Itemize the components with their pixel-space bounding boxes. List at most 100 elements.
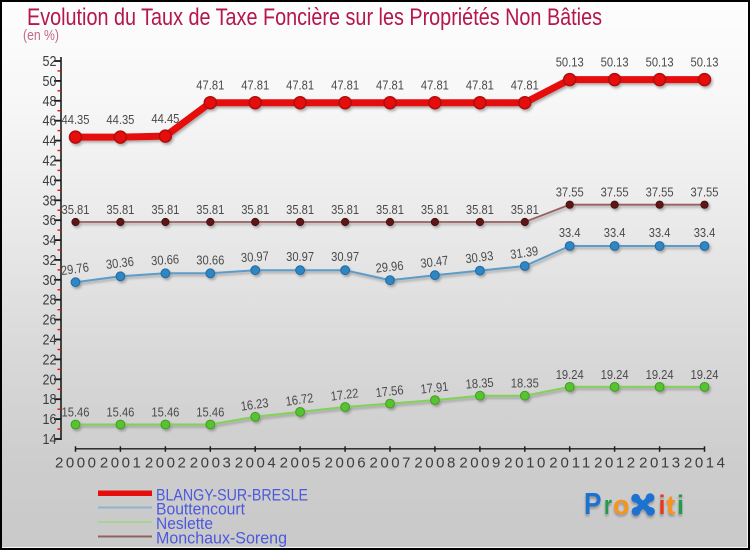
svg-text:26: 26 (43, 313, 57, 329)
svg-text:2010: 2010 (504, 455, 545, 472)
svg-text:35.81: 35.81 (151, 202, 179, 217)
svg-text:30.97: 30.97 (286, 249, 314, 264)
svg-text:44.35: 44.35 (62, 112, 90, 127)
svg-text:22: 22 (43, 352, 57, 368)
svg-text:33.4: 33.4 (559, 225, 581, 240)
svg-text:2007: 2007 (370, 455, 411, 472)
svg-text:15.46: 15.46 (106, 405, 134, 420)
svg-text:29.96: 29.96 (375, 258, 404, 276)
svg-text:i: i (659, 490, 666, 520)
svg-text:Evolution du Taux de Taxe Fonc: Evolution du Taux de Taxe Foncière sur l… (27, 4, 602, 31)
svg-text:50.13: 50.13 (556, 55, 584, 70)
svg-text:36: 36 (43, 213, 57, 229)
svg-text:35.81: 35.81 (466, 202, 494, 217)
svg-text:35.81: 35.81 (62, 202, 90, 217)
svg-text:2003: 2003 (190, 455, 231, 472)
svg-text:30.66: 30.66 (151, 251, 180, 268)
svg-text:2002: 2002 (145, 455, 186, 472)
svg-text:47.81: 47.81 (286, 78, 314, 93)
svg-text:t: t (666, 490, 676, 520)
svg-text:2004: 2004 (235, 455, 276, 472)
svg-text:44: 44 (43, 134, 57, 150)
svg-text:37.55: 37.55 (646, 185, 674, 200)
svg-text:47.81: 47.81 (376, 78, 404, 93)
svg-text:37.55: 37.55 (691, 185, 719, 200)
svg-text:19.24: 19.24 (691, 367, 719, 382)
svg-text:Neslette: Neslette (156, 514, 213, 533)
svg-text:18.35: 18.35 (465, 375, 494, 392)
svg-text:47.81: 47.81 (196, 78, 224, 93)
svg-text:46: 46 (43, 114, 57, 130)
svg-text:2008: 2008 (414, 455, 455, 472)
svg-text:35.81: 35.81 (106, 202, 134, 217)
svg-text:47.81: 47.81 (241, 78, 269, 93)
svg-text:2009: 2009 (459, 455, 500, 472)
svg-text:35.81: 35.81 (196, 202, 224, 217)
svg-text:47.81: 47.81 (421, 78, 449, 93)
svg-text:33.4: 33.4 (649, 225, 671, 240)
svg-text:17.56: 17.56 (375, 382, 404, 400)
svg-text:33.4: 33.4 (604, 225, 626, 240)
svg-text:28: 28 (43, 293, 57, 309)
svg-text:47.81: 47.81 (511, 78, 539, 93)
svg-text:BLANGY-SUR-BRESLE: BLANGY-SUR-BRESLE (156, 486, 308, 505)
svg-text:30.47: 30.47 (420, 253, 450, 271)
svg-text:44.45: 44.45 (151, 111, 179, 126)
svg-text:15.46: 15.46 (196, 405, 224, 420)
svg-text:35.81: 35.81 (241, 202, 269, 217)
svg-text:P: P (584, 486, 602, 521)
svg-text:18.35: 18.35 (511, 376, 539, 391)
svg-text:35.81: 35.81 (511, 202, 539, 217)
svg-text:31.39: 31.39 (509, 243, 539, 262)
svg-text:50.13: 50.13 (646, 55, 674, 70)
svg-text:20: 20 (43, 372, 57, 388)
svg-text:30: 30 (43, 273, 57, 289)
svg-text:35.81: 35.81 (376, 202, 404, 217)
svg-text:17.22: 17.22 (330, 385, 360, 403)
svg-text:32: 32 (43, 253, 57, 269)
svg-text:37.55: 37.55 (556, 185, 584, 200)
svg-text:52: 52 (43, 54, 57, 70)
svg-text:19.24: 19.24 (646, 367, 674, 382)
svg-text:2005: 2005 (280, 455, 321, 472)
svg-text:2013: 2013 (639, 455, 680, 472)
svg-text:15.46: 15.46 (151, 405, 179, 420)
svg-text:r: r (604, 490, 612, 520)
svg-text:24: 24 (43, 333, 57, 349)
svg-text:30.66: 30.66 (196, 252, 224, 267)
svg-text:18: 18 (43, 392, 57, 408)
svg-text:16.72: 16.72 (285, 390, 315, 409)
svg-text:2011: 2011 (549, 455, 590, 472)
svg-text:30.36: 30.36 (105, 254, 135, 272)
svg-text:38: 38 (43, 193, 57, 209)
svg-text:2012: 2012 (594, 455, 635, 472)
svg-text:50.13: 50.13 (601, 55, 629, 70)
svg-text:14: 14 (43, 432, 57, 448)
svg-text:Bouttencourt: Bouttencourt (156, 500, 245, 519)
svg-text:35.81: 35.81 (286, 202, 314, 217)
svg-text:47.81: 47.81 (331, 78, 359, 93)
svg-text:35.81: 35.81 (331, 202, 359, 217)
svg-text:30.93: 30.93 (465, 248, 495, 266)
svg-text:33.4: 33.4 (694, 225, 716, 240)
svg-text:o: o (613, 490, 630, 520)
svg-text:17.91: 17.91 (420, 379, 449, 397)
svg-text:47.81: 47.81 (466, 78, 494, 93)
svg-text:i: i (677, 490, 684, 520)
svg-text:2000: 2000 (55, 455, 96, 472)
svg-text:(en %): (en %) (23, 28, 59, 44)
svg-text:44.35: 44.35 (106, 112, 134, 127)
svg-text:40: 40 (43, 173, 57, 189)
svg-text:Monchaux-Soreng: Monchaux-Soreng (156, 529, 287, 548)
svg-text:35.81: 35.81 (421, 202, 449, 217)
svg-text:2014: 2014 (684, 455, 725, 472)
svg-text:19.24: 19.24 (601, 367, 629, 382)
svg-text:2001: 2001 (100, 455, 141, 472)
svg-text:37.55: 37.55 (601, 185, 629, 200)
svg-text:48: 48 (43, 94, 57, 110)
svg-text:30.97: 30.97 (240, 248, 269, 265)
svg-text:2006: 2006 (325, 455, 366, 472)
svg-text:34: 34 (43, 233, 57, 249)
svg-text:19.24: 19.24 (556, 367, 584, 382)
svg-text:29.76: 29.76 (60, 259, 90, 278)
